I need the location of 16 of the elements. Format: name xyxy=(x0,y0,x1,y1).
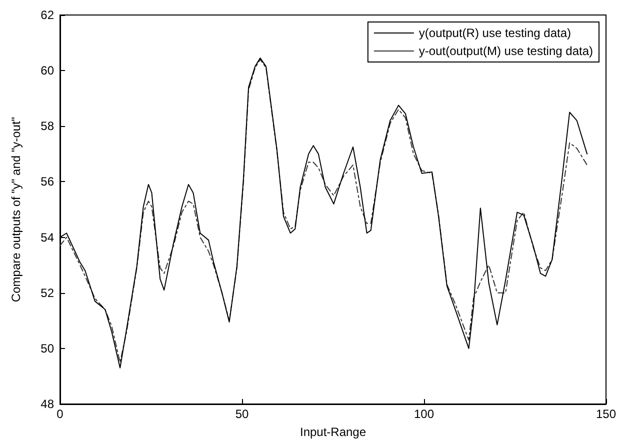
y-tick-label: 56 xyxy=(40,174,54,189)
y-tick-label: 54 xyxy=(40,230,54,244)
x-tick-label: 0 xyxy=(56,407,64,421)
legend-label: y(output(R) use testing data) xyxy=(418,26,571,40)
y-tick-label: 50 xyxy=(40,341,54,356)
x-axis-title: Input-Range xyxy=(300,425,366,439)
y-tick-label: 58 xyxy=(40,119,54,134)
y-tick-label: 48 xyxy=(40,397,54,411)
x-tick-label: 150 xyxy=(596,407,616,421)
legend-label: y-out(output(M) use testing data) xyxy=(418,44,594,58)
x-tick-label: 100 xyxy=(414,407,434,421)
y-axis-title: Compare outputs of "y" and "y-out" xyxy=(9,116,23,302)
x-tick-label: 50 xyxy=(235,407,249,421)
y-tick-label: 60 xyxy=(40,64,54,78)
y-tick-label: 62 xyxy=(40,8,54,22)
y-tick-label: 52 xyxy=(40,286,54,300)
